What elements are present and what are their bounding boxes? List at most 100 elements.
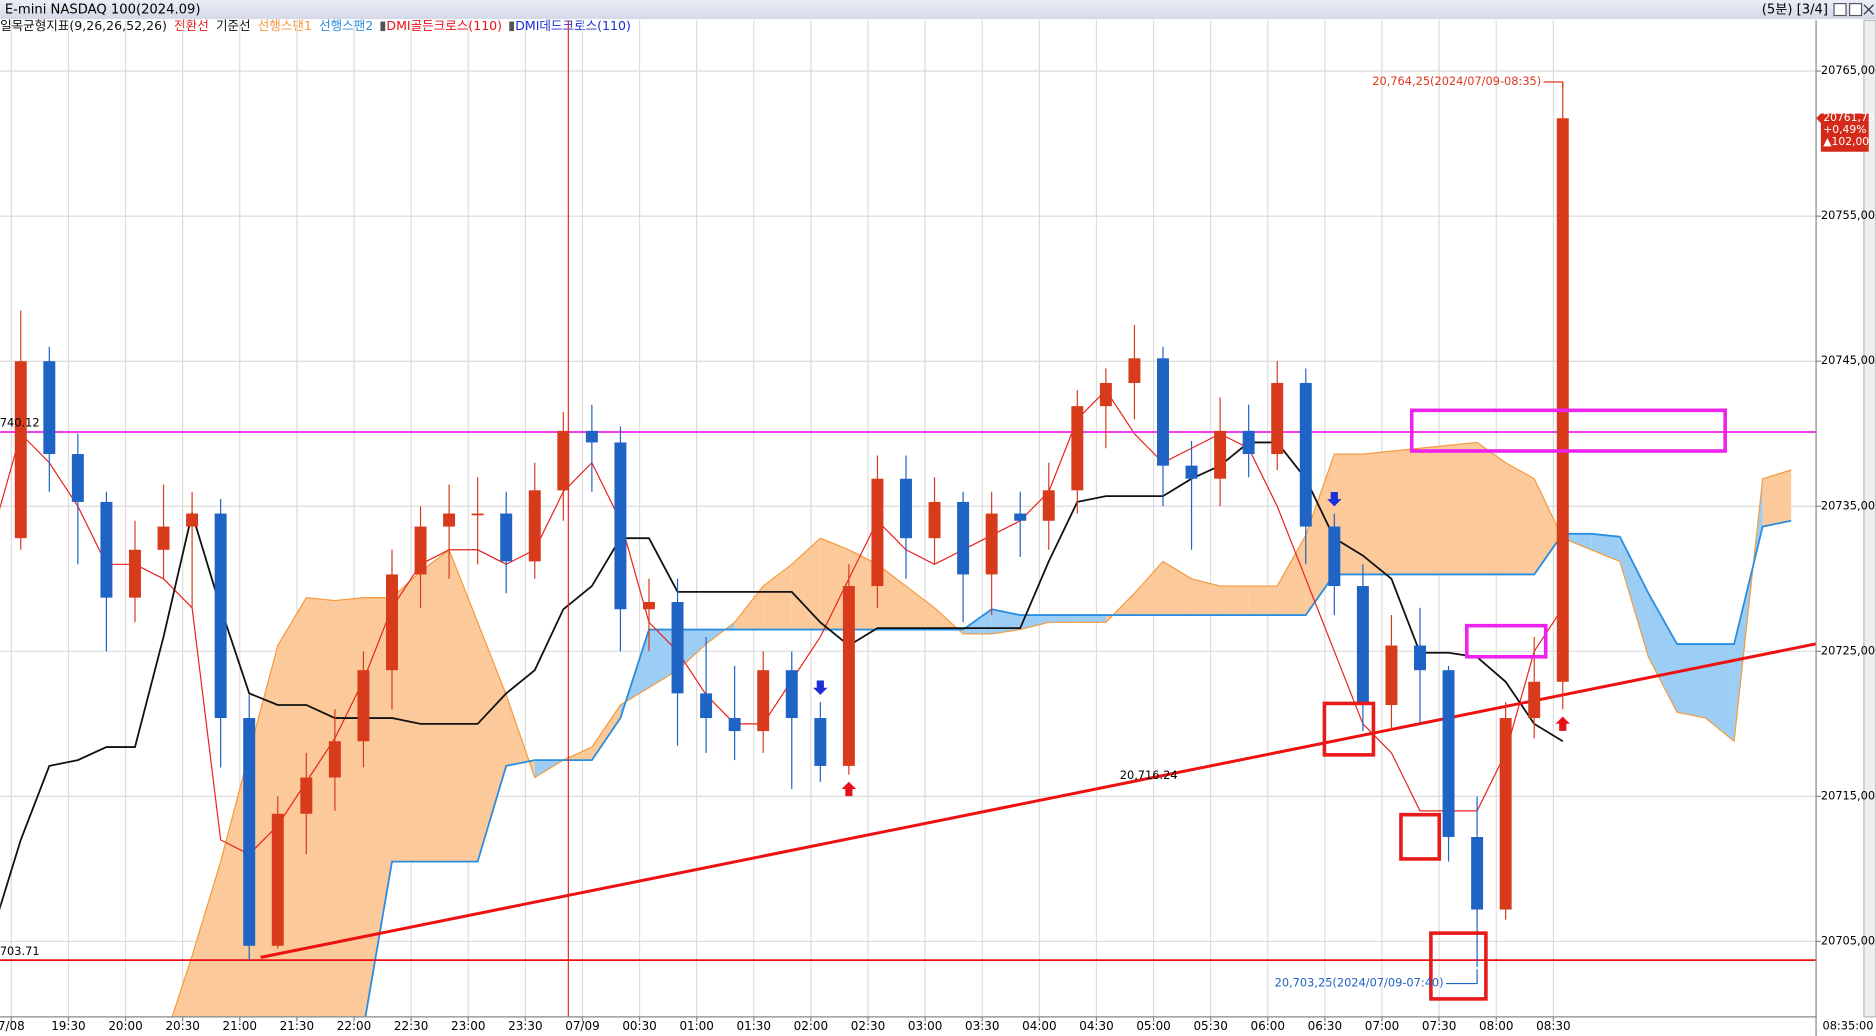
cloud-segment [449, 549, 478, 862]
candle-body [128, 549, 141, 598]
cloud-segment [391, 571, 421, 862]
cloud-segment [1419, 445, 1449, 575]
candle-body [1014, 513, 1027, 521]
cloud-segment [1048, 615, 1078, 623]
candle-body [1414, 645, 1426, 671]
candle-body [643, 602, 655, 610]
x-tick-label: 19:30 [51, 1019, 85, 1033]
cloud-segment [1191, 578, 1221, 616]
candle-body [1099, 382, 1112, 407]
y-tick-label: 20705,00 [1821, 933, 1875, 947]
legend-entry: 선행스팬1 [258, 18, 312, 33]
box [1429, 931, 1488, 1001]
candle-body [528, 490, 541, 562]
close-button[interactable] [1863, 4, 1874, 15]
candle-body [1042, 490, 1055, 521]
candle-body [471, 513, 484, 516]
x-tick-label: 07:00 [1365, 1019, 1399, 1033]
legend-entry: 기준선 [216, 18, 251, 33]
x-tick-label: 21:00 [223, 1019, 257, 1033]
x-tick-label: 21:30 [280, 1019, 314, 1033]
x-tick-label: 04:30 [1079, 1019, 1113, 1033]
drawn-boxes [1322, 408, 1727, 1001]
cloud-segment [1020, 615, 1049, 630]
x-tick-label: 07:30 [1422, 1019, 1456, 1033]
signal-arrow [1555, 716, 1570, 731]
trendline-label: 20,716.24 [1120, 768, 1178, 782]
box [1322, 701, 1376, 757]
cloud-segment [1619, 536, 1649, 658]
cloud-segment [1477, 442, 1506, 575]
x-tick-label: 02:00 [794, 1019, 828, 1033]
last-time: 08:35:00 [1822, 1018, 1873, 1032]
scrollbar[interactable] [1863, 19, 1876, 1018]
title-bar [0, 0, 1876, 20]
maximize-button[interactable] [1848, 2, 1863, 17]
cloud-segment [1391, 448, 1420, 575]
candle-body [1128, 358, 1141, 383]
cloud-segment [1591, 533, 1620, 562]
indicator-line [364, 519, 1792, 1017]
x-tick-label: 08:00 [1479, 1019, 1513, 1033]
box [1464, 623, 1548, 659]
cloud-segment [734, 586, 764, 630]
x-tick-label: 01:00 [679, 1019, 713, 1033]
candle-body [414, 526, 427, 575]
cloud-segment [1648, 593, 1677, 713]
cloud-segment [1562, 533, 1592, 550]
candle-body [757, 670, 770, 732]
cloud-segment [1305, 454, 1335, 616]
change: ▲102,00 [1823, 135, 1869, 148]
candle-body [1528, 681, 1541, 719]
chart-title: E-mini NASDAQ 100(2024.09) [5, 3, 201, 18]
cloud-segment [1334, 454, 1363, 575]
restore-button[interactable] [1833, 2, 1847, 17]
candle-body [928, 501, 941, 539]
candle-body [842, 586, 855, 766]
y-tick-label: 20715,00 [1821, 788, 1875, 802]
y-tick-label: 20745,00 [1821, 353, 1875, 367]
line-label: 20,703.71 [0, 944, 40, 958]
cloud-segment [420, 549, 450, 862]
legend-entry: DMI데드크로스(110) [515, 18, 631, 33]
x-tick-label: 22:00 [337, 1019, 371, 1033]
x-tick-label: 03:00 [908, 1019, 942, 1033]
candle-body [186, 513, 199, 527]
candle-body [300, 777, 313, 814]
candle-body [1471, 836, 1484, 910]
box [1409, 408, 1727, 453]
x-tick-label: 05:00 [1136, 1019, 1170, 1033]
legend-entry: DMI골든크로스(110) [386, 18, 502, 33]
cloud-segment [763, 564, 792, 630]
cloud-segment [1534, 478, 1563, 575]
candle-body [585, 430, 598, 443]
legend: 일목균형지표(9,26,26,52,26) 전환선 기준선 선행스팬1 선행스팬2 DMI… [0, 18, 631, 33]
candle-body [243, 718, 256, 946]
candle-body [871, 478, 884, 587]
cloud-segment [1248, 586, 1278, 616]
candle-body [614, 442, 627, 610]
y-tick-label: 20765,00 [1821, 63, 1875, 77]
lines [0, 389, 1817, 1017]
line-label: 20,740.12 [0, 416, 40, 430]
candle-body [271, 813, 284, 946]
candle-body [957, 501, 970, 575]
high-note: 20,764,25(2024/07/09-08:35) [1372, 74, 1541, 88]
cloud-segment [220, 752, 250, 1017]
candle-body [985, 513, 998, 575]
candle-body [443, 513, 456, 527]
box [1399, 812, 1442, 861]
candle-body [814, 718, 827, 766]
candle-body [557, 430, 570, 491]
x-tick-label: 02:30 [851, 1019, 885, 1033]
x-tick-label: 06:00 [1251, 1019, 1285, 1033]
cloud-segment [192, 861, 221, 1017]
cloud-segment [1448, 442, 1478, 575]
x-tick-label: 07/09 [565, 1019, 599, 1033]
x-tick-label: 03:30 [965, 1019, 999, 1033]
x-tick-label: 05:30 [1193, 1019, 1227, 1033]
cloud-segment [820, 538, 849, 630]
cloud-segment [363, 597, 392, 1017]
cloud-segment [306, 597, 335, 1017]
candle-body [1556, 118, 1569, 682]
